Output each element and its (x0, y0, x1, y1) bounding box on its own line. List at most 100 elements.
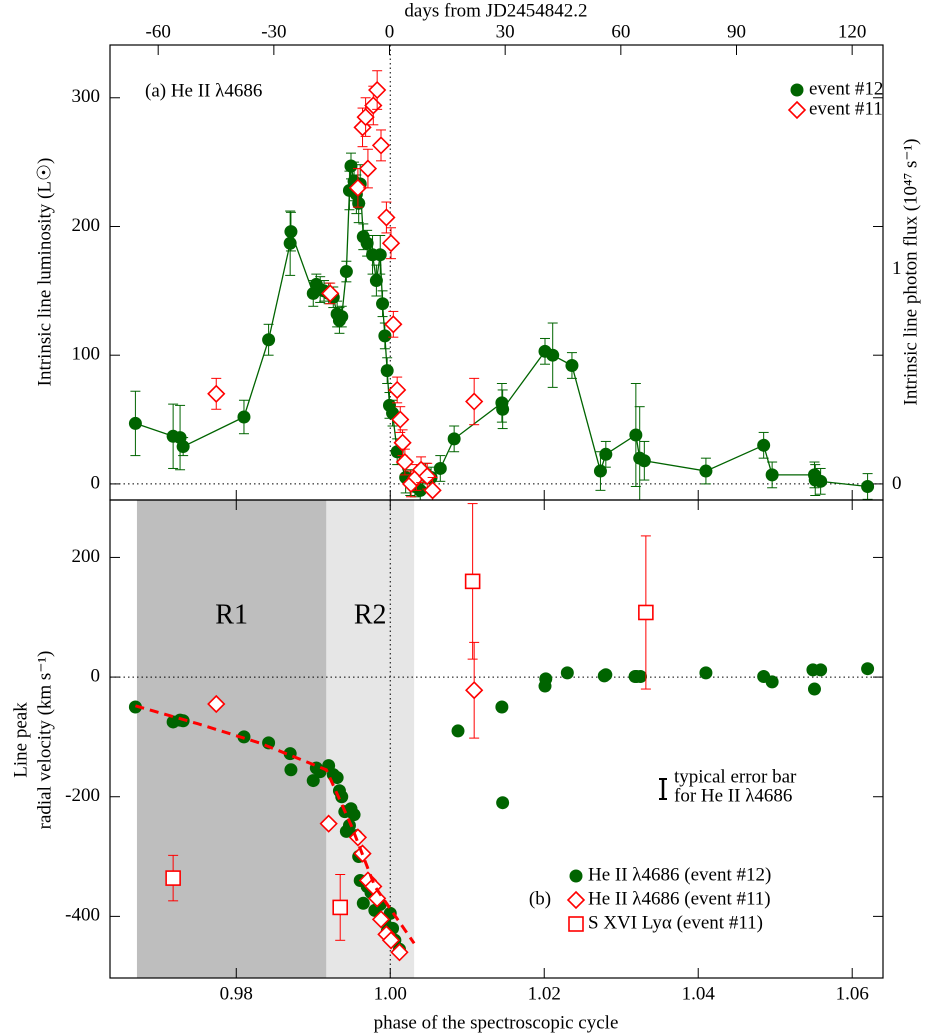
data-point (284, 763, 298, 777)
y-axis-label: Intrinsic line luminosity (L☉) (34, 158, 55, 387)
data-point (306, 774, 320, 788)
y2-axis-label: Intrinsic line photon flux (10⁴⁷ s⁻¹) (900, 139, 921, 406)
y-tick-label: -200 (65, 785, 100, 806)
legend-label: He II λ4686 (event #12) (588, 864, 771, 885)
y-tick-label: 300 (72, 86, 101, 107)
data-point (262, 333, 276, 347)
y-tick-label: -400 (65, 905, 100, 926)
error-note: for He II λ4686 (674, 785, 792, 806)
legend-symbol (566, 890, 586, 910)
legend-label: event #12 (809, 78, 883, 99)
data-point (373, 248, 387, 262)
data-point (347, 808, 361, 822)
data-point (451, 724, 465, 738)
series-line (135, 165, 868, 492)
region (136, 500, 327, 978)
data-point (633, 669, 647, 683)
y-tick-label: 200 (72, 546, 101, 567)
data-point (447, 432, 461, 446)
x2-tick-label: -30 (261, 21, 286, 42)
data-point (330, 771, 344, 785)
data-point (546, 348, 560, 362)
data-point (388, 380, 407, 400)
region-label: R2 (354, 599, 387, 630)
legend-symbol (790, 83, 804, 97)
data-point (342, 818, 356, 832)
data-point (465, 392, 484, 411)
x2-tick-label: 120 (838, 21, 867, 42)
data-point (465, 681, 484, 700)
legend-symbol (787, 100, 807, 120)
data-point (360, 236, 374, 250)
data-point (423, 481, 442, 500)
data-point (539, 672, 553, 686)
error-note: typical error bar (674, 766, 797, 787)
data-point (599, 668, 613, 682)
top-axis-label: days from JD2454842.2 (404, 0, 587, 21)
data-point (371, 910, 391, 929)
data-point (495, 700, 509, 714)
data-point (283, 236, 297, 250)
data-point (237, 410, 251, 424)
data-point (356, 107, 375, 127)
data-point (384, 315, 403, 334)
data-point (369, 274, 383, 288)
data-point (378, 329, 392, 343)
x2-tick-label: 60 (611, 21, 630, 42)
data-point (128, 416, 142, 430)
plot-area-a (110, 45, 883, 500)
data-point (332, 899, 349, 916)
data-point (358, 159, 378, 178)
data-point (464, 573, 481, 590)
data-point (638, 604, 654, 621)
data-point (560, 666, 574, 680)
data-point (335, 310, 349, 324)
x2-tick-label: 90 (727, 21, 746, 42)
data-point (356, 896, 370, 910)
data-point (814, 663, 828, 677)
panel-frame (109, 499, 884, 979)
x2-tick-label: 30 (496, 21, 515, 42)
series-line (134, 704, 416, 945)
data-point (496, 402, 510, 416)
x2-tick-label: -60 (146, 21, 171, 42)
x-tick-label: 1.00 (374, 983, 407, 1004)
data-point (165, 870, 181, 886)
data-point (368, 80, 387, 100)
legend-label: He II λ4686 (event #11) (588, 888, 771, 909)
legend-symbol (569, 869, 583, 883)
data-point (807, 682, 821, 696)
data-point (393, 433, 412, 452)
x-axis-label: phase of the spectroscopic cycle (374, 1012, 619, 1033)
data-point (757, 438, 771, 452)
y-tick-label: 0 (91, 472, 101, 493)
y2-tick-label: 1 (892, 258, 902, 279)
data-point (207, 694, 226, 714)
y-tick-label: 100 (72, 344, 101, 365)
legend-symbol (568, 916, 584, 932)
data-point (699, 464, 713, 478)
data-point (565, 358, 579, 372)
data-point (861, 479, 875, 493)
panel-annotation: (a) He II λ4686 (145, 80, 262, 101)
data-point (496, 796, 510, 810)
data-point (207, 384, 226, 403)
data-point (629, 428, 643, 442)
data-point (371, 136, 391, 155)
data-point (376, 297, 390, 311)
panel-annotation: (b) (529, 888, 551, 909)
x-tick-label: 1.04 (682, 983, 716, 1004)
data-point (593, 464, 607, 478)
legend-label: S XVI Lyα (event #11) (588, 912, 763, 933)
data-point (418, 467, 437, 486)
data-point (599, 447, 613, 461)
data-point (377, 208, 396, 227)
plot-area-b: R1 R2 (110, 500, 883, 978)
data-point (321, 284, 340, 303)
y-axis-label: radial velocity (km s⁻¹) (34, 651, 55, 830)
data-point (699, 666, 713, 680)
x2-tick-label: 0 (385, 21, 395, 42)
data-point (391, 410, 410, 429)
data-point (344, 159, 358, 173)
panel-frame (109, 44, 884, 501)
